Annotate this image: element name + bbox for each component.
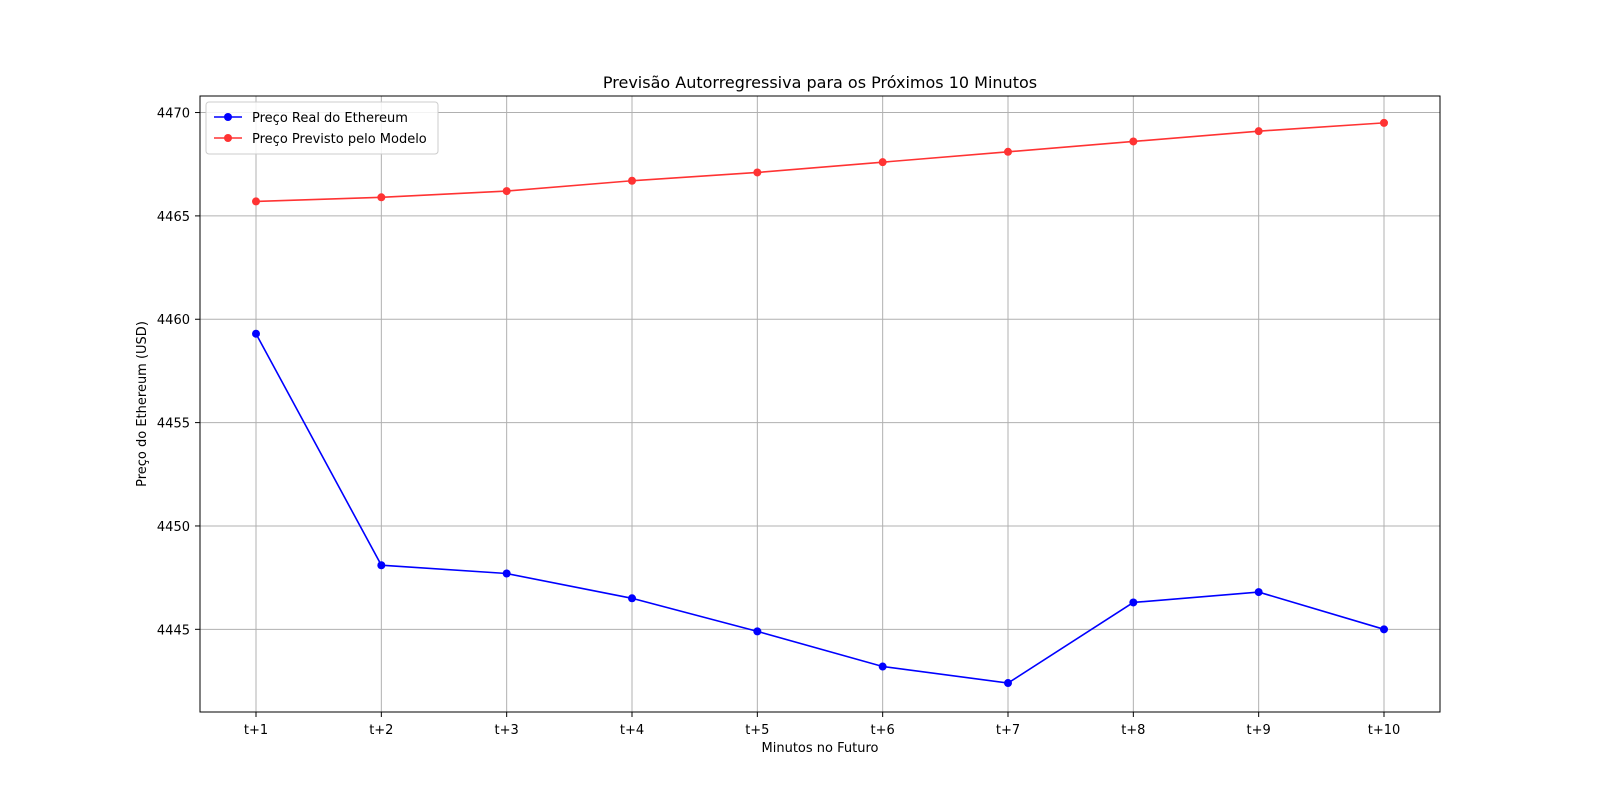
chart-title: Previsão Autorregressiva para os Próximo…	[603, 73, 1037, 92]
data-point	[1129, 137, 1138, 146]
data-point	[377, 193, 386, 202]
y-tick-label: 4445	[157, 623, 190, 638]
x-tick-label: t+8	[1121, 723, 1145, 738]
data-point	[753, 627, 762, 636]
data-point	[1254, 127, 1263, 136]
legend-marker	[224, 134, 232, 142]
data-point	[377, 561, 386, 570]
data-point	[1380, 118, 1388, 127]
y-tick-label: 4450	[157, 520, 190, 535]
x-tick-label: t+10	[1368, 723, 1401, 738]
data-point	[252, 197, 260, 206]
legend-marker	[224, 113, 232, 121]
series-line	[255, 333, 1385, 684]
data-point	[502, 187, 511, 196]
data-point	[878, 662, 887, 671]
x-tick-label: t+1	[244, 723, 268, 738]
x-tick-label: t+5	[745, 723, 769, 738]
x-tick-label: t+4	[620, 723, 644, 738]
series-line	[255, 122, 1385, 203]
legend-box	[205, 101, 439, 155]
data-point	[1254, 588, 1263, 597]
x-tick-label: t+3	[495, 723, 519, 738]
series-1	[252, 329, 1388, 688]
y-tick-label: 4460	[157, 313, 190, 328]
data-point	[502, 569, 511, 578]
x-tick-label: t+6	[871, 723, 895, 738]
data-point	[252, 329, 260, 338]
data-point	[628, 594, 636, 603]
data-point	[1380, 625, 1388, 634]
data-point	[628, 176, 636, 185]
y-axis-label: Preço do Ethereum (USD)	[135, 321, 150, 487]
y-tick-label: 4470	[157, 107, 190, 122]
data-point	[753, 168, 762, 177]
x-tick-label: t+9	[1247, 723, 1271, 738]
series-layer	[252, 118, 1388, 688]
x-axis-label: Minutos no Futuro	[762, 741, 879, 756]
legend-label: Preço Previsto pelo Modelo	[252, 132, 427, 147]
y-tick-label: 4465	[157, 210, 190, 225]
legend-label: Preço Real do Ethereum	[252, 111, 408, 126]
x-axis-ticks: t+1 t+2 t+3 t+4 t+5 t+6 t+7 t+8 t+9 t+10	[244, 712, 1400, 738]
y-axis-ticks: 4445 4450 4455 4460 4465 4470	[157, 107, 200, 638]
legend-item: Preço Real do Ethereum	[214, 111, 408, 126]
x-tick-label: t+7	[996, 723, 1020, 738]
grid	[200, 96, 1440, 712]
legend: Preço Real do Ethereum Preço Previsto pel…	[205, 101, 439, 155]
x-tick-label: t+2	[369, 723, 393, 738]
data-point	[1129, 598, 1138, 607]
data-point	[1004, 147, 1012, 156]
series-2	[252, 118, 1388, 206]
data-point	[878, 158, 887, 167]
data-point	[1004, 679, 1012, 688]
plot-frame	[199, 95, 1441, 713]
legend-item: Preço Previsto pelo Modelo	[214, 132, 427, 147]
y-tick-label: 4455	[157, 417, 190, 432]
